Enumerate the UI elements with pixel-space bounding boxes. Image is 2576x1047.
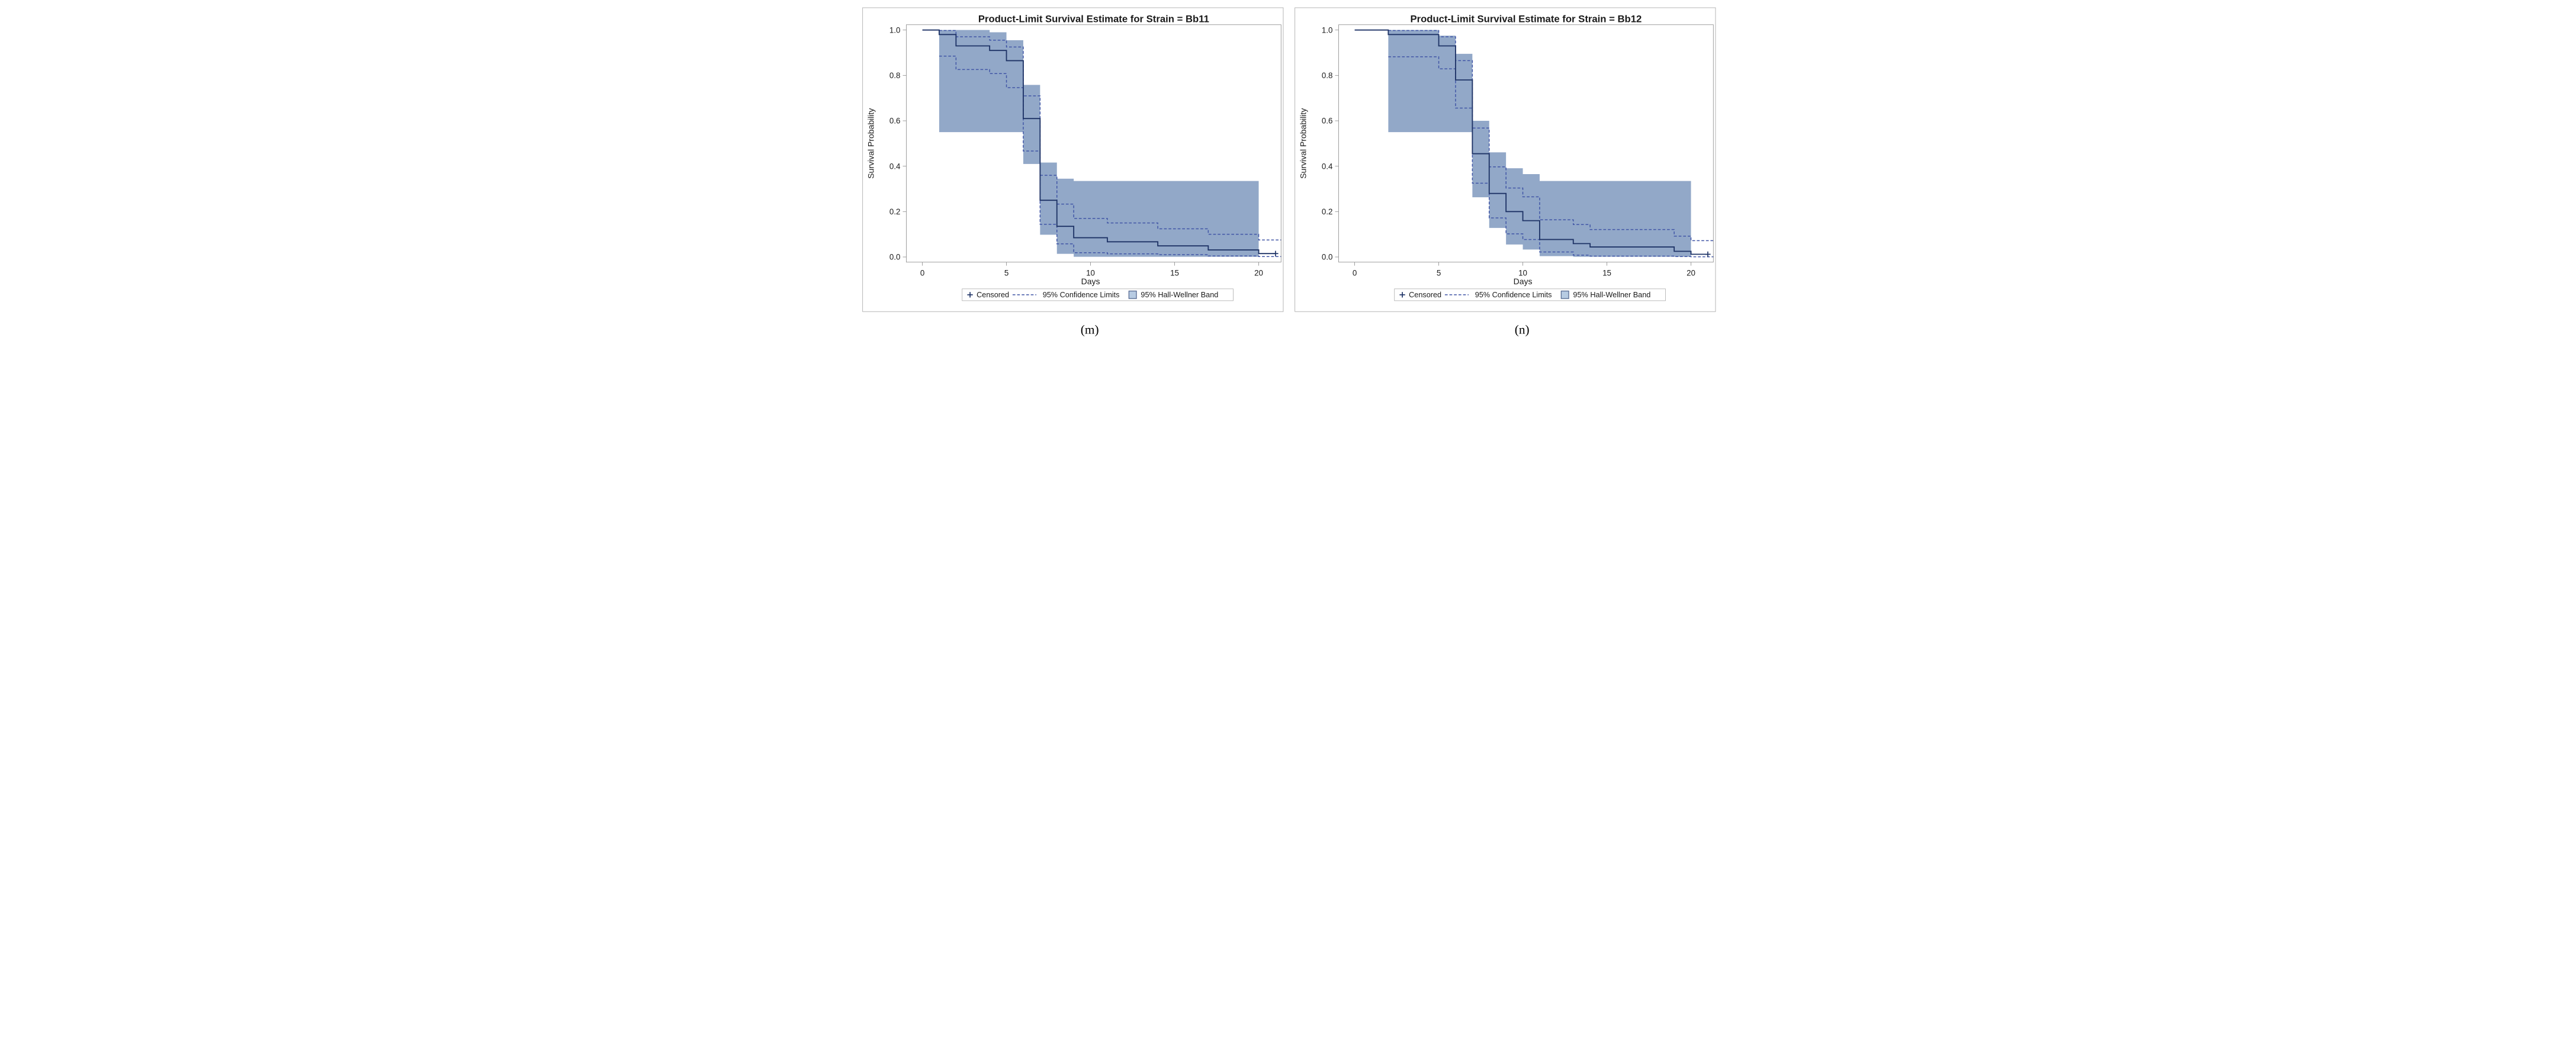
hall-wellner-band (1388, 30, 1691, 257)
figure-two-km-panels: Product-Limit Survival Estimate for Stra… (859, 0, 1717, 341)
panel-bb12: Product-Limit Survival Estimate for Stra… (1295, 2, 1716, 341)
x-tick-label: 10 (1086, 268, 1095, 277)
legend-box (1394, 288, 1666, 301)
y-tick-label: 0.6 (1322, 117, 1333, 126)
x-tick-label: 5 (1437, 268, 1441, 277)
legend-box (962, 288, 1234, 301)
km-plot-bb11: Product-Limit Survival Estimate for Stra… (862, 7, 1284, 337)
x-tick-label: 5 (1004, 268, 1008, 277)
axis-wall (1338, 24, 1714, 263)
legend-censored-label: Censored (1409, 291, 1441, 299)
y-axis-label: Survival Probability (866, 108, 875, 179)
legend-band-label: 95% Hall-Wellner Band (1141, 291, 1218, 299)
legend: Censored 95% Confidence Limits 95% Hall-We… (962, 288, 1234, 301)
y-tick-label: 0.4 (1322, 162, 1333, 171)
legend-censored-marker (967, 292, 973, 298)
x-tick-label: 15 (1170, 268, 1179, 277)
y-tick-label: 0.8 (889, 71, 901, 80)
censored-plus-marker (1705, 251, 1711, 258)
figure-frame (862, 7, 1284, 312)
x-axis-label: Days (1081, 277, 1100, 286)
legend-ci-label: 95% Confidence Limits (1043, 291, 1120, 299)
y-tick-label: 1.0 (1322, 25, 1333, 34)
km-plot-bb12: Product-Limit Survival Estimate for Stra… (1295, 7, 1716, 337)
y-tick-label: 0.0 (889, 253, 901, 262)
y-tick-label: 0.2 (1322, 207, 1333, 216)
panel-caption: (n) (1515, 323, 1530, 337)
y-tick-label: 1.0 (889, 25, 901, 34)
plot-title: Product-Limit Survival Estimate for Stra… (978, 13, 1209, 24)
survival-step-line (922, 29, 1276, 255)
panel-bb11: Product-Limit Survival Estimate for Stra… (862, 2, 1284, 341)
survival-step-line (1354, 29, 1708, 255)
legend-censored-label: Censored (977, 291, 1009, 299)
legend-band-swatch (1561, 290, 1570, 299)
x-tick-label: 0 (920, 268, 924, 277)
y-tick-label: 0.4 (889, 162, 901, 171)
legend-band-label: 95% Hall-Wellner Band (1573, 291, 1651, 299)
ci-lower-line (1388, 56, 1714, 258)
x-tick-label: 0 (1353, 268, 1357, 277)
axis-wall (906, 24, 1281, 263)
y-axis-label: Survival Probability (1299, 108, 1308, 179)
censored-plus-marker (1273, 250, 1279, 256)
x-tick-label: 15 (1602, 268, 1611, 277)
ci-upper-line (939, 30, 1281, 240)
legend: Censored 95% Confidence Limits 95% Hall-We… (1394, 288, 1666, 301)
legend-ci-label: 95% Confidence Limits (1475, 291, 1552, 299)
y-tick-label: 0.0 (1322, 253, 1333, 262)
plot-title: Product-Limit Survival Estimate for Stra… (1411, 13, 1642, 24)
legend-censored-marker (1399, 292, 1406, 298)
hall-wellner-band (939, 30, 1259, 257)
panel-caption: (m) (1081, 323, 1099, 337)
y-tick-label: 0.2 (889, 207, 901, 216)
x-axis-label: Days (1514, 277, 1533, 286)
y-tick-label: 0.8 (1322, 71, 1333, 80)
x-tick-label: 20 (1687, 268, 1695, 277)
legend-band-swatch (1128, 290, 1137, 299)
x-tick-label: 20 (1254, 268, 1263, 277)
y-tick-label: 0.6 (889, 117, 901, 126)
x-tick-label: 10 (1518, 268, 1527, 277)
